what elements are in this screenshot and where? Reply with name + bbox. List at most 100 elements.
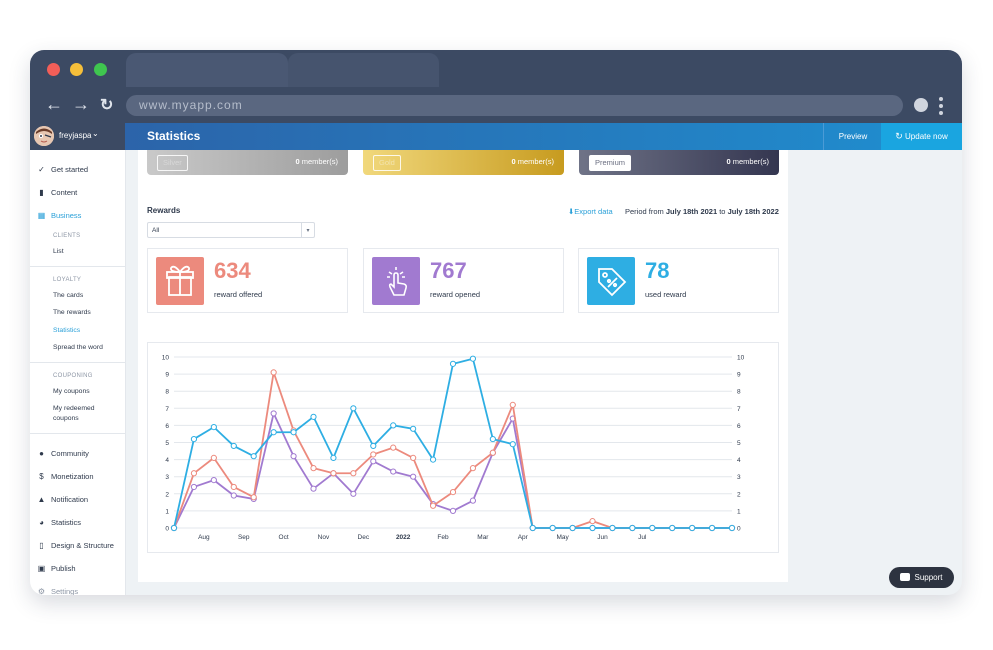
data-point bbox=[449, 507, 457, 514]
maximize-window-button[interactable] bbox=[94, 63, 107, 76]
url-bar[interactable]: www.myapp.com bbox=[126, 95, 903, 116]
sidebar-item-notification[interactable]: ▲ Notification bbox=[37, 495, 89, 504]
sidebar-item-the-rewards[interactable]: The rewards bbox=[53, 309, 91, 316]
sidebar-item-my-redeemed-coupons[interactable]: My redeemed coupons bbox=[53, 404, 95, 424]
sidebar-item-spread-the-word[interactable]: Spread the word bbox=[53, 344, 103, 351]
avatar bbox=[34, 126, 54, 146]
data-point bbox=[290, 429, 297, 436]
x-tick-label: Jun bbox=[597, 534, 608, 541]
x-tick-label: Jul bbox=[638, 534, 647, 541]
data-point bbox=[410, 473, 417, 480]
data-point bbox=[250, 494, 257, 501]
data-point bbox=[350, 470, 357, 477]
data-point bbox=[310, 465, 317, 472]
sidebar-item-the-cards[interactable]: The cards bbox=[53, 292, 84, 299]
data-point bbox=[230, 483, 237, 491]
y-tick-label-left: 0 bbox=[165, 526, 169, 533]
select-arrow-icon: ▾ bbox=[301, 223, 314, 237]
tier-card-gold: Gold 0 member(s) bbox=[363, 150, 564, 175]
browser-tab[interactable] bbox=[288, 53, 439, 87]
sidebar-item-statistics[interactable]: ◕ Statistics bbox=[37, 518, 81, 527]
y-tick-label-left: 6 bbox=[165, 423, 169, 430]
y-tick-label-right: 7 bbox=[737, 406, 741, 413]
rewards-chart: 0 0 1 1 2 2 3 3 4 4 5 5 6 6 7 7 8 8 9 9 10 10 Aug Sep Oct Nov Dec 2… bbox=[147, 342, 779, 553]
back-arrow-icon[interactable]: ← bbox=[45, 94, 63, 114]
check-circle-icon: ✓ bbox=[38, 165, 45, 174]
browser-tab-active[interactable] bbox=[126, 53, 288, 87]
y-tick-label-left: 10 bbox=[162, 355, 170, 362]
support-button[interactable]: Support bbox=[889, 567, 954, 588]
x-tick-label: Feb bbox=[437, 534, 449, 541]
browser-titlebar: ← → ↻ www.myapp.com bbox=[30, 50, 962, 137]
data-point bbox=[310, 413, 317, 420]
data-point bbox=[190, 470, 198, 477]
data-point bbox=[589, 518, 596, 525]
sidebar-item-list[interactable]: List bbox=[53, 248, 64, 255]
data-point bbox=[410, 425, 417, 432]
data-point bbox=[210, 477, 217, 484]
y-tick-label-right: 5 bbox=[737, 440, 741, 447]
data-point bbox=[469, 497, 477, 504]
data-point bbox=[370, 451, 377, 458]
tier-badge: Silver bbox=[157, 155, 188, 171]
x-tick-label: Nov bbox=[318, 534, 330, 541]
pie-chart-icon: ◕ bbox=[39, 518, 44, 527]
sidebar-item-label: Content bbox=[51, 188, 78, 197]
tier-members: 0 member(s) bbox=[726, 157, 769, 166]
data-point bbox=[569, 524, 576, 532]
divider bbox=[30, 433, 125, 434]
user-menu[interactable]: freyjaspa ⌄ bbox=[30, 123, 125, 150]
reward-filter-select[interactable]: All ▾ bbox=[147, 222, 315, 238]
reload-icon[interactable]: ↻ bbox=[100, 97, 114, 114]
update-now-button[interactable]: ↻ Update now bbox=[881, 123, 962, 150]
document-icon: ▮ bbox=[39, 188, 44, 197]
minimize-window-button[interactable] bbox=[70, 63, 83, 76]
sidebar-item-community[interactable]: ● Community bbox=[37, 449, 89, 458]
profile-icon[interactable] bbox=[914, 98, 928, 112]
bell-icon: ▲ bbox=[37, 495, 46, 504]
tier-badge: Gold bbox=[373, 155, 401, 171]
data-point bbox=[210, 424, 217, 431]
x-tick-label: May bbox=[556, 534, 569, 541]
preview-button[interactable]: Preview bbox=[823, 123, 882, 150]
rewards-line-chart: 0 0 1 1 2 2 3 3 4 4 5 5 6 6 7 7 8 8 9 9 10 10 Aug Sep Oct Nov Dec 2… bbox=[162, 355, 745, 542]
data-point bbox=[270, 410, 277, 417]
sidebar-item-design-structure[interactable]: ▯ Design & Structure bbox=[37, 541, 114, 550]
discount-tag-icon bbox=[587, 257, 635, 305]
forward-arrow-icon[interactable]: → bbox=[72, 94, 90, 114]
data-point bbox=[270, 429, 277, 436]
sidebar-item-my-coupons[interactable]: My coupons bbox=[53, 388, 90, 395]
sidebar-item-monetization[interactable]: $ Monetization bbox=[37, 472, 93, 481]
y-tick-label-right: 1 bbox=[737, 508, 741, 515]
close-window-button[interactable] bbox=[47, 63, 60, 76]
sidebar-item-label: Get started bbox=[51, 165, 89, 174]
sidebar-item-get-started[interactable]: ✓ Get started bbox=[37, 165, 88, 174]
stat-card-opened: 767 reward opened bbox=[363, 248, 564, 313]
person-icon: ● bbox=[39, 449, 44, 458]
sidebar-section-clients: CLIENTS bbox=[53, 233, 81, 239]
data-point bbox=[669, 524, 676, 532]
browser-menu-icon[interactable] bbox=[939, 97, 943, 118]
sidebar-item-label: Design & Structure bbox=[51, 541, 114, 550]
y-tick-label-right: 2 bbox=[737, 491, 741, 498]
data-point bbox=[429, 502, 437, 509]
data-point bbox=[629, 524, 636, 532]
chevron-down-icon: ⌄ bbox=[92, 129, 99, 138]
export-data-link[interactable]: ⬇Export data bbox=[568, 207, 613, 216]
y-tick-label-left: 5 bbox=[165, 440, 169, 447]
sidebar-item-statistics-loyalty[interactable]: Statistics bbox=[53, 327, 81, 334]
data-point bbox=[509, 441, 516, 448]
sidebar-item-business[interactable]: ▦ Business bbox=[37, 211, 82, 220]
x-tick-label: Apr bbox=[518, 534, 529, 541]
refresh-icon: ↻ bbox=[895, 131, 903, 141]
y-tick-label-right: 8 bbox=[737, 389, 741, 396]
sidebar-item-content[interactable]: ▮ Content bbox=[37, 188, 77, 197]
x-tick-label: Sep bbox=[238, 534, 250, 541]
sidebar-item-settings[interactable]: ⚙ Settings bbox=[37, 587, 78, 595]
sidebar-item-label: My redeemed bbox=[53, 405, 95, 412]
data-point bbox=[708, 524, 716, 532]
sidebar-item-publish[interactable]: ▣ Publish bbox=[37, 564, 76, 573]
data-point bbox=[390, 422, 397, 429]
data-point bbox=[270, 369, 277, 376]
chat-icon bbox=[900, 573, 911, 581]
